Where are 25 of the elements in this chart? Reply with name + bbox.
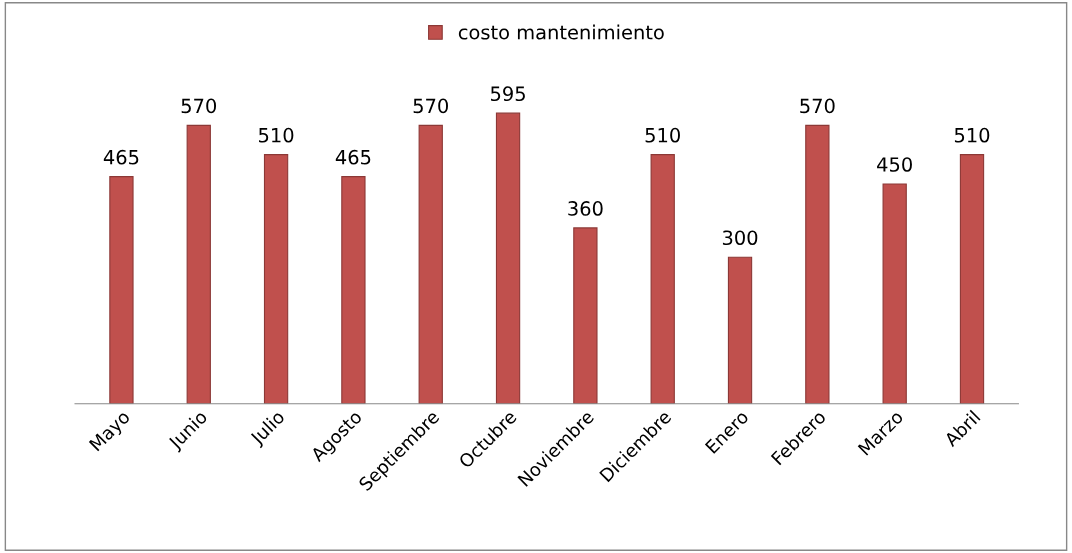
legend-label: costo mantenimiento <box>458 24 664 40</box>
bar <box>186 124 211 404</box>
bar <box>650 154 675 404</box>
bar <box>882 183 907 404</box>
data-label: 360 <box>568 201 603 216</box>
data-label: 570 <box>800 98 835 114</box>
bar <box>805 124 830 404</box>
data-label: 570 <box>413 98 448 114</box>
bar <box>727 256 753 404</box>
bar <box>573 227 598 404</box>
bar <box>959 154 985 404</box>
bar <box>495 112 521 404</box>
data-label: 450 <box>877 157 912 172</box>
data-label: 510 <box>645 127 680 143</box>
bar <box>341 176 366 404</box>
data-label: 465 <box>103 149 139 165</box>
data-label: 300 <box>722 230 758 246</box>
bar <box>418 124 443 404</box>
data-label: 510 <box>259 127 294 143</box>
bar <box>109 176 134 404</box>
bar <box>263 154 289 404</box>
data-label: 465 <box>335 149 371 165</box>
data-label: 595 <box>491 86 525 102</box>
data-label: 510 <box>954 127 990 143</box>
data-label: 570 <box>181 98 217 114</box>
